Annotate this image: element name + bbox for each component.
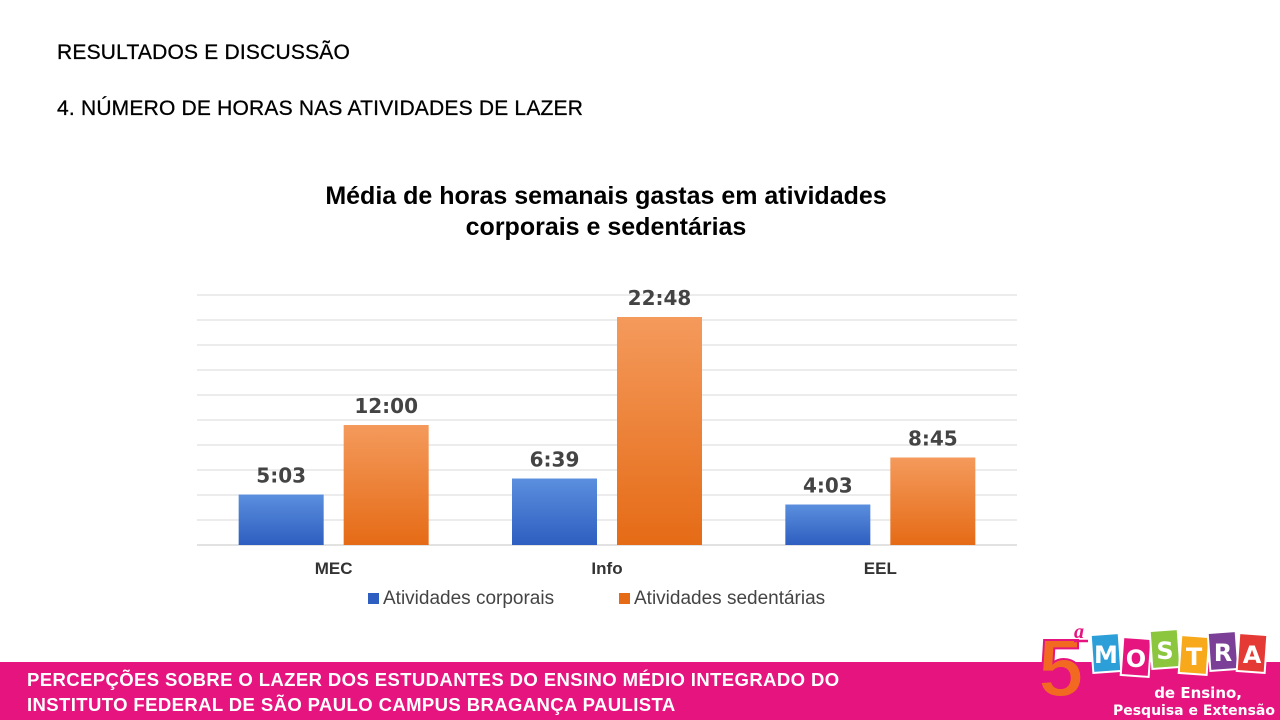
logo-banner bbox=[1086, 676, 1280, 720]
bar-mec-sedentarias bbox=[343, 425, 429, 545]
bar-eel-corporais bbox=[785, 504, 871, 545]
logo-letter: M bbox=[1094, 641, 1118, 669]
footer-title-line-2: INSTITUTO FEDERAL DE SÃO PAULO CAMPUS BR… bbox=[27, 694, 676, 715]
data-label: 4:03 bbox=[803, 474, 853, 498]
x-tick-label: EEL bbox=[864, 559, 897, 578]
data-labels: 5:03 12:00 6:39 22:48 4:03 8:45 bbox=[256, 286, 957, 498]
data-label: 5:03 bbox=[256, 464, 306, 488]
legend: Atividades corporais Atividades sedentári… bbox=[368, 588, 825, 609]
chart-title-line-1: Média de horas semanais gastas em ativid… bbox=[325, 182, 886, 210]
gridlines bbox=[197, 294, 1017, 546]
logo-letter-tile bbox=[1089, 632, 1123, 674]
logo-letter-tile bbox=[1119, 636, 1153, 678]
data-label: 8:45 bbox=[908, 427, 958, 451]
subsection-title: 4. NÚMERO DE HORAS NAS ATIVIDADES DE LAZ… bbox=[57, 97, 584, 120]
logo-letter: A bbox=[1243, 641, 1262, 669]
chart-title-line-2: corporais e sedentárias bbox=[466, 213, 747, 241]
footer-bar bbox=[0, 662, 1280, 720]
bar-info-sedentarias bbox=[617, 317, 702, 545]
bars bbox=[238, 317, 976, 545]
logo-letter: T bbox=[1186, 643, 1203, 671]
logo-letter-tile bbox=[1206, 630, 1240, 672]
data-label: 22:48 bbox=[628, 286, 692, 310]
bar-mec-corporais bbox=[238, 494, 324, 545]
bar-chart: Média de horas semanais gastas em ativid… bbox=[197, 182, 1017, 609]
x-tick-label: Info bbox=[591, 559, 622, 578]
legend-label: Atividades sedentárias bbox=[634, 588, 825, 609]
logo-letter: O bbox=[1126, 645, 1146, 673]
bar-info-corporais bbox=[512, 478, 597, 545]
logo-ordinal: a bbox=[1074, 621, 1084, 643]
data-label: 6:39 bbox=[530, 448, 580, 472]
legend-label: Atividades corporais bbox=[383, 588, 554, 609]
logo-subtitle-1: de Ensino, bbox=[1154, 684, 1242, 702]
data-label: 12:00 bbox=[354, 394, 418, 418]
logo-letter-tile bbox=[1148, 628, 1182, 670]
logo-subtitle-2: Pesquisa e Extensão bbox=[1113, 703, 1275, 719]
footer-title-line-1: PERCEPÇÕES SOBRE O LAZER DOS ESTUDANTES … bbox=[27, 669, 840, 690]
legend-swatch bbox=[368, 593, 379, 604]
logo-letter: R bbox=[1214, 639, 1232, 667]
x-tick-label: MEC bbox=[315, 559, 353, 578]
logo-letter: S bbox=[1156, 637, 1173, 665]
section-title: RESULTADOS E DISCUSSÃO bbox=[57, 41, 351, 64]
logo-letter-tile bbox=[1235, 632, 1269, 674]
bar-eel-sedentarias bbox=[890, 457, 976, 545]
logo-number: 5 bbox=[1038, 623, 1084, 714]
legend-swatch bbox=[619, 593, 630, 604]
x-axis-ticks: MEC Info EEL bbox=[315, 559, 897, 578]
logo-letter-tile bbox=[1177, 634, 1211, 676]
